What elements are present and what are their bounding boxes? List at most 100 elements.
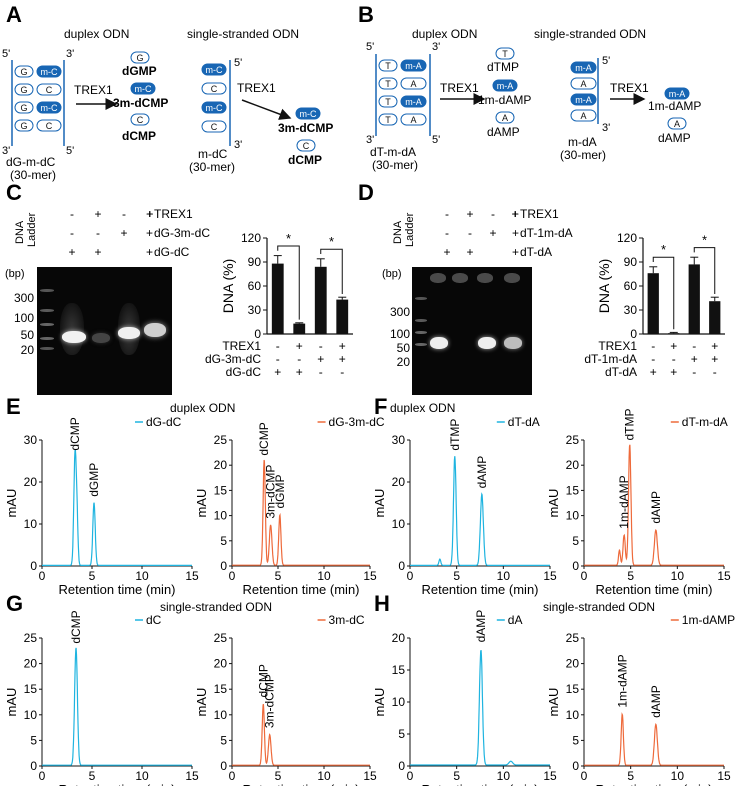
gel-band (504, 337, 522, 349)
base-pill: C (201, 120, 227, 133)
x-tick-label: 5 (275, 569, 282, 583)
y-tick-label: 0 (254, 327, 261, 341)
legend-row-label: dT-1m-dA (520, 226, 573, 240)
x-tick-label: 0 (229, 569, 236, 583)
x-tick-label: 5 (453, 569, 460, 583)
b-ss-prime3: 3' (602, 122, 610, 134)
y-tick-label: 0 (572, 759, 579, 773)
legend-row-label: dG-3m-dC (154, 226, 210, 240)
pill-shape (36, 83, 62, 96)
y-tick-label: 15 (214, 483, 228, 497)
base-pill: C (296, 139, 316, 152)
d-ladder-2: Ladder (404, 212, 416, 247)
y-tick-label: 15 (214, 682, 228, 696)
x-axis-label: Retention time (min) (421, 582, 538, 597)
base-pill: A (400, 77, 427, 90)
pill-label: T (385, 115, 391, 125)
e-chromatogram-dg-3m-dc: 0 5 10 15 20 25 0 5 10 15 mAU Retention time (min) d… (194, 415, 385, 597)
gel-band (40, 347, 54, 350)
x-axis-label: Retention time (min) (58, 782, 175, 786)
x-row-label: TREX1 (598, 339, 637, 353)
b-enzyme-2: TREX1 (610, 81, 649, 95)
gel-band (40, 337, 54, 340)
significance-bracket (277, 245, 300, 320)
pill-shape (667, 117, 687, 130)
base-pill: C (201, 82, 227, 95)
pill-shape (400, 77, 427, 90)
legend-sign: - (96, 226, 100, 240)
h-chromatogram-1m-da: 0 5 10 15 20 25 0 5 10 15 mAU Retention time (min) 1… (546, 613, 735, 786)
y-tick-label: 5 (220, 733, 227, 747)
x-axis-label: Retention time (min) (242, 582, 359, 597)
modified-base-pill: m-A (570, 61, 597, 74)
bar (668, 333, 680, 334)
modified-base-pill: m-C (295, 107, 321, 120)
legend-sign: - (445, 226, 449, 240)
a-enzyme-1: TREX1 (74, 83, 113, 97)
chromatogram-trace (584, 712, 724, 766)
x-tick-label: 0 (39, 769, 46, 783)
modified-base-pill: m-A (400, 95, 427, 108)
peak-label: 3m-dCMP (263, 674, 277, 728)
pill-label: m-A (497, 81, 514, 91)
y-axis-label: mAU (194, 688, 209, 717)
legend-row-label: dG-dC (154, 245, 190, 259)
x-row-sign: - (672, 352, 676, 366)
x-row-sign: + (711, 339, 718, 353)
gel-band (92, 333, 110, 343)
pill-label: G (136, 53, 143, 63)
y-tick-label: 10 (392, 695, 406, 709)
pill-shape (570, 93, 597, 106)
chromatogram-trace (584, 444, 724, 566)
b-prime-5b: 5' (432, 134, 440, 146)
legend-prefix: + (146, 226, 153, 240)
gel-band (40, 309, 54, 312)
x-row-sign: - (276, 339, 280, 353)
pill-label: A (410, 115, 416, 125)
pill-label: A (502, 113, 508, 123)
y-axis-label: DNA (%) (220, 259, 236, 313)
peak-label: dAMP (649, 685, 663, 718)
legend-sign: + (466, 245, 473, 259)
base-pill: G (14, 83, 34, 96)
ladder-size: 20 (21, 343, 35, 357)
y-tick-label: 0 (572, 559, 579, 573)
pill-shape (570, 109, 597, 122)
pill-label: m-C (135, 84, 152, 94)
ladder-size: 50 (21, 328, 35, 342)
product-label: dAMP (487, 125, 520, 139)
gel-band (118, 327, 140, 339)
modified-base-pill: m-A (492, 79, 518, 92)
ladder-size: 300 (14, 291, 34, 305)
x-tick-label: 15 (543, 569, 557, 583)
b-ss-title: single-stranded ODN (534, 27, 646, 41)
gel-band (415, 343, 427, 346)
b-prime-3: 3' (432, 41, 440, 53)
gel-band (415, 297, 427, 300)
pill-shape (201, 82, 227, 95)
chromatogram-trace (410, 649, 550, 766)
x-row-sign: + (670, 339, 677, 353)
b-ss-prime5: 5' (602, 55, 610, 67)
x-row-sign: - (340, 365, 344, 379)
x-row-sign: + (317, 352, 324, 366)
panel-letter-h: H (374, 591, 390, 616)
y-tick-label: 10 (24, 517, 38, 531)
legend-row-label: TREX1 (154, 207, 193, 221)
base-pill: C (36, 83, 62, 96)
pill-label: A (580, 79, 586, 89)
y-tick-label: 20 (566, 458, 580, 472)
a-ss-len: (30-mer) (189, 160, 235, 174)
base-pill: G (130, 51, 150, 64)
panel-letter-d: D (358, 180, 374, 205)
pill-shape (130, 51, 150, 64)
pill-label: G (20, 121, 27, 131)
legend-label: dC (146, 613, 162, 627)
a-duplex-title: duplex ODN (64, 27, 129, 41)
legend-prefix: + (512, 207, 519, 221)
pill-label: m-A (405, 61, 422, 71)
pill-shape (495, 47, 515, 60)
peak-label: dCMP (68, 417, 82, 450)
base-pill: C (36, 119, 62, 132)
significance-star: * (702, 233, 707, 248)
